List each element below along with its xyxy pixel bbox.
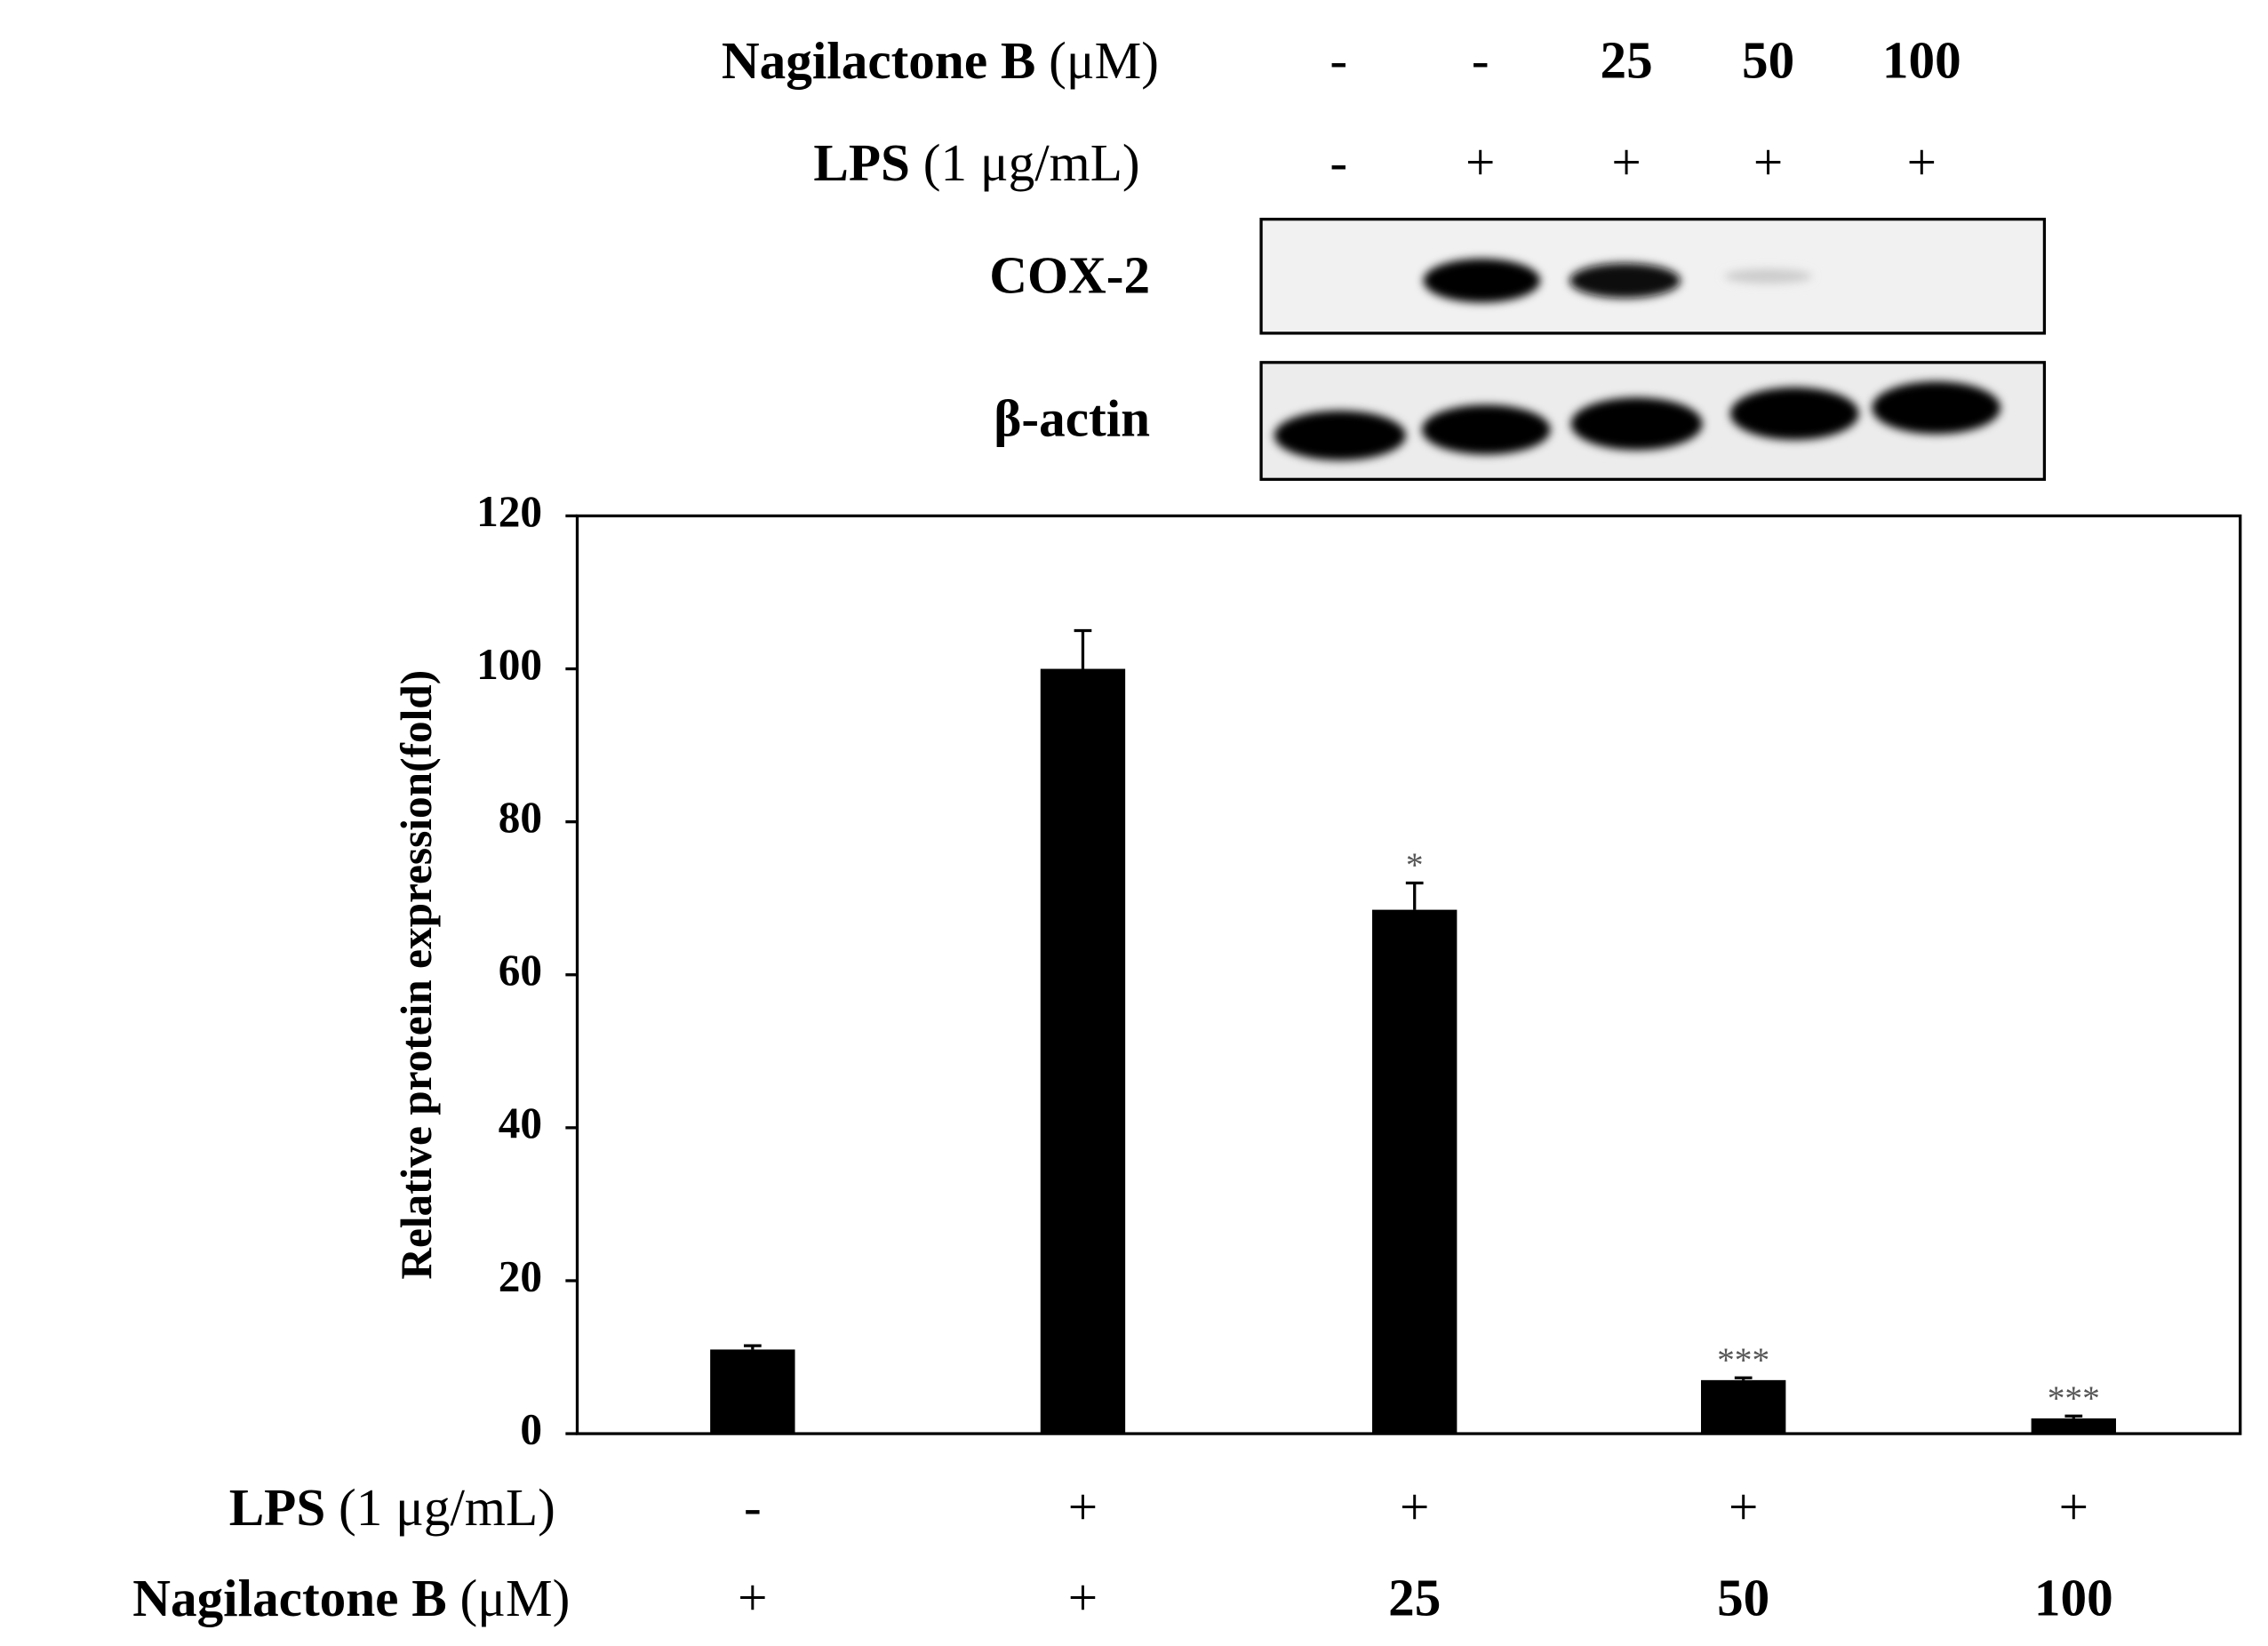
lane-label: COX-2 <box>989 245 1150 304</box>
row-value: + <box>738 1568 767 1626</box>
row-value: + <box>1729 1477 1758 1536</box>
y-tick-label: 120 <box>476 487 542 536</box>
row-name: Nagilactone B <box>132 1568 446 1626</box>
row-value: + <box>1068 1477 1098 1536</box>
lane-label: β-actin <box>994 388 1150 447</box>
row-unit: (1 μg/mL) <box>923 133 1140 192</box>
row-value: + <box>2059 1477 2088 1536</box>
band <box>1423 259 1541 303</box>
significance: * <box>1406 845 1424 884</box>
y-tick-label: 0 <box>520 1404 542 1453</box>
band <box>1872 381 2001 435</box>
bands <box>1274 259 2001 460</box>
bar <box>710 1349 795 1434</box>
row-label: Nagilactone B (μM) <box>132 1568 570 1626</box>
y-tick-label: 80 <box>499 793 542 842</box>
row-value: - <box>1330 31 1347 90</box>
row-unit: (μM) <box>460 1568 571 1626</box>
band <box>1724 268 1812 284</box>
row-value: - <box>1472 31 1489 90</box>
row-value: + <box>1400 1477 1429 1536</box>
row-value: + <box>1611 133 1641 192</box>
row-value: 100 <box>2034 1568 2113 1626</box>
row-label: LPS (1 μg/mL) <box>813 133 1139 192</box>
row-value: + <box>1907 133 1937 192</box>
row-value: - <box>744 1477 762 1536</box>
row-value: 25 <box>1388 1568 1441 1626</box>
row-name: LPS <box>229 1477 326 1536</box>
significance: *** <box>1717 1340 1769 1379</box>
row-value: 50 <box>1717 1568 1769 1626</box>
bar <box>1040 668 1126 1434</box>
row-unit: (1 μg/mL) <box>339 1477 555 1536</box>
bar <box>1700 1379 1786 1434</box>
bar <box>2031 1418 2116 1434</box>
western-blot: COX-2 β-actin <box>989 218 2047 481</box>
row-name: Nagilactone B <box>722 31 1035 90</box>
row-value: + <box>1753 133 1783 192</box>
y-axis-label: Relative protein expression(fold) <box>392 670 441 1280</box>
significance: *** <box>2048 1378 2100 1418</box>
row-value: + <box>1465 133 1495 192</box>
row-value: + <box>1068 1568 1098 1626</box>
row-value: - <box>1330 133 1347 192</box>
y-tick-label: 40 <box>499 1099 542 1147</box>
y-tick-label: 20 <box>499 1251 542 1300</box>
row-value: 100 <box>1882 31 1961 90</box>
row-label: Nagilactone B (μM) <box>722 31 1159 90</box>
band <box>1729 387 1859 440</box>
bar <box>1372 909 1457 1434</box>
band <box>1421 404 1551 455</box>
row-unit: (μM) <box>1049 31 1159 90</box>
row-value: 50 <box>1742 31 1794 90</box>
row-name: LPS <box>813 133 910 192</box>
y-tick-label: 60 <box>499 946 542 995</box>
band <box>1569 262 1681 299</box>
row-label: LPS (1 μg/mL) <box>229 1477 555 1536</box>
band <box>1570 397 1703 451</box>
band <box>1274 411 1406 460</box>
row-value: 25 <box>1601 31 1653 90</box>
y-tick-label: 100 <box>476 640 542 689</box>
